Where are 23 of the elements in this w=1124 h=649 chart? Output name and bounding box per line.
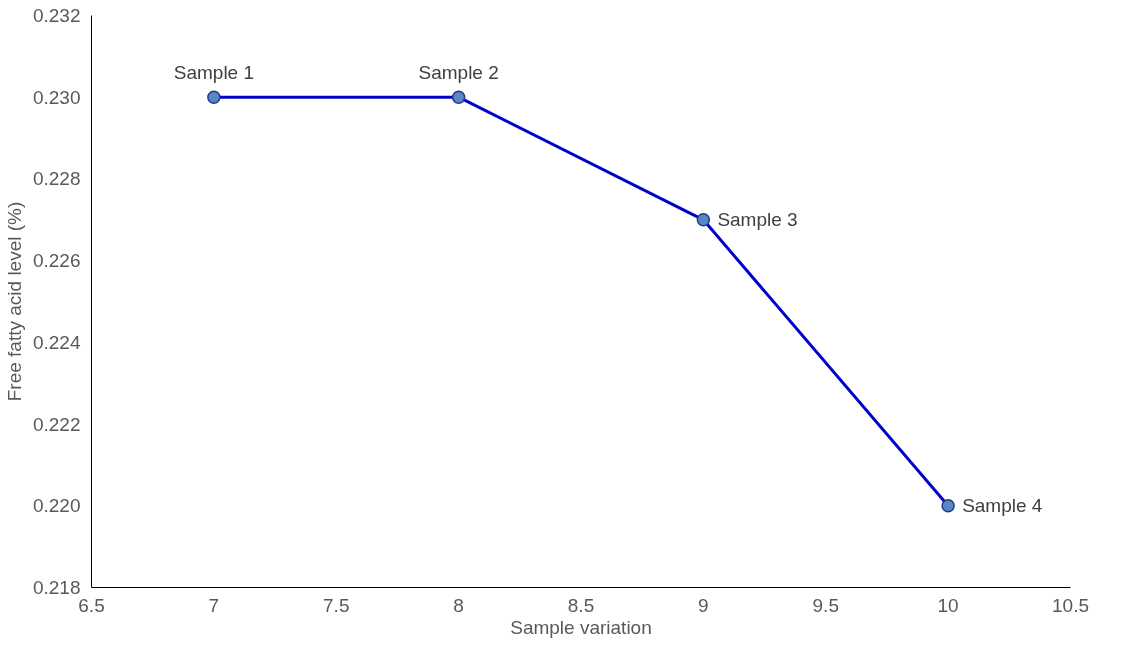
x-tick-label: 10 xyxy=(937,594,959,616)
x-tick-label: 7.5 xyxy=(323,594,350,616)
x-tick-label: 8.5 xyxy=(567,594,595,616)
x-tick-label: 9.5 xyxy=(812,594,839,616)
annotation: Sample 4 xyxy=(962,495,1043,517)
x-tick-label: 7 xyxy=(208,594,220,616)
x-axis-title: Sample variation xyxy=(510,616,652,638)
y-tick-label: 0.226 xyxy=(32,250,81,272)
annotation: Sample 2 xyxy=(418,62,499,84)
x-tick-label: 9 xyxy=(698,594,709,616)
y-tick-label: 0.220 xyxy=(32,495,81,517)
annotation: Sample 3 xyxy=(717,209,798,231)
y-axis-title: Free fatty acid level (%) xyxy=(3,201,25,402)
y-tick-label: 0.222 xyxy=(32,413,81,435)
y-tick-label: 0.218 xyxy=(32,577,81,598)
y-tick-label: 0.228 xyxy=(32,168,81,190)
y-tick-label: 0.224 xyxy=(32,331,81,353)
x-tick-label: 6.5 xyxy=(78,594,105,616)
x-tick-label: 10.5 xyxy=(1052,594,1089,616)
x-tick-label: 8 xyxy=(453,594,464,616)
y-tick-label: 0.232 xyxy=(32,5,81,26)
annotation: Sample 1 xyxy=(173,62,255,84)
y-tick-label: 0.230 xyxy=(32,86,81,108)
